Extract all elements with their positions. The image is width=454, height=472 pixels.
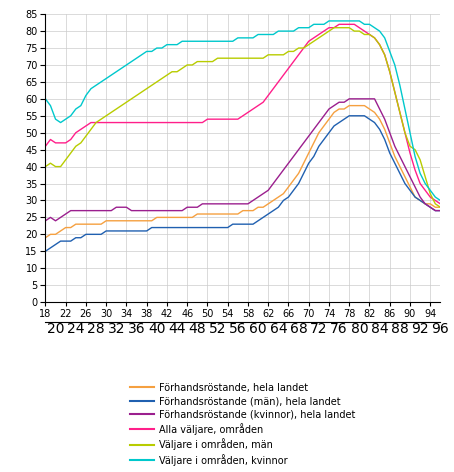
Legend: Förhandsröstande, hela landet, Förhandsröstande (män), hela landet, Förhandsröst: Förhandsröstande, hela landet, Förhandsr…: [126, 379, 360, 470]
